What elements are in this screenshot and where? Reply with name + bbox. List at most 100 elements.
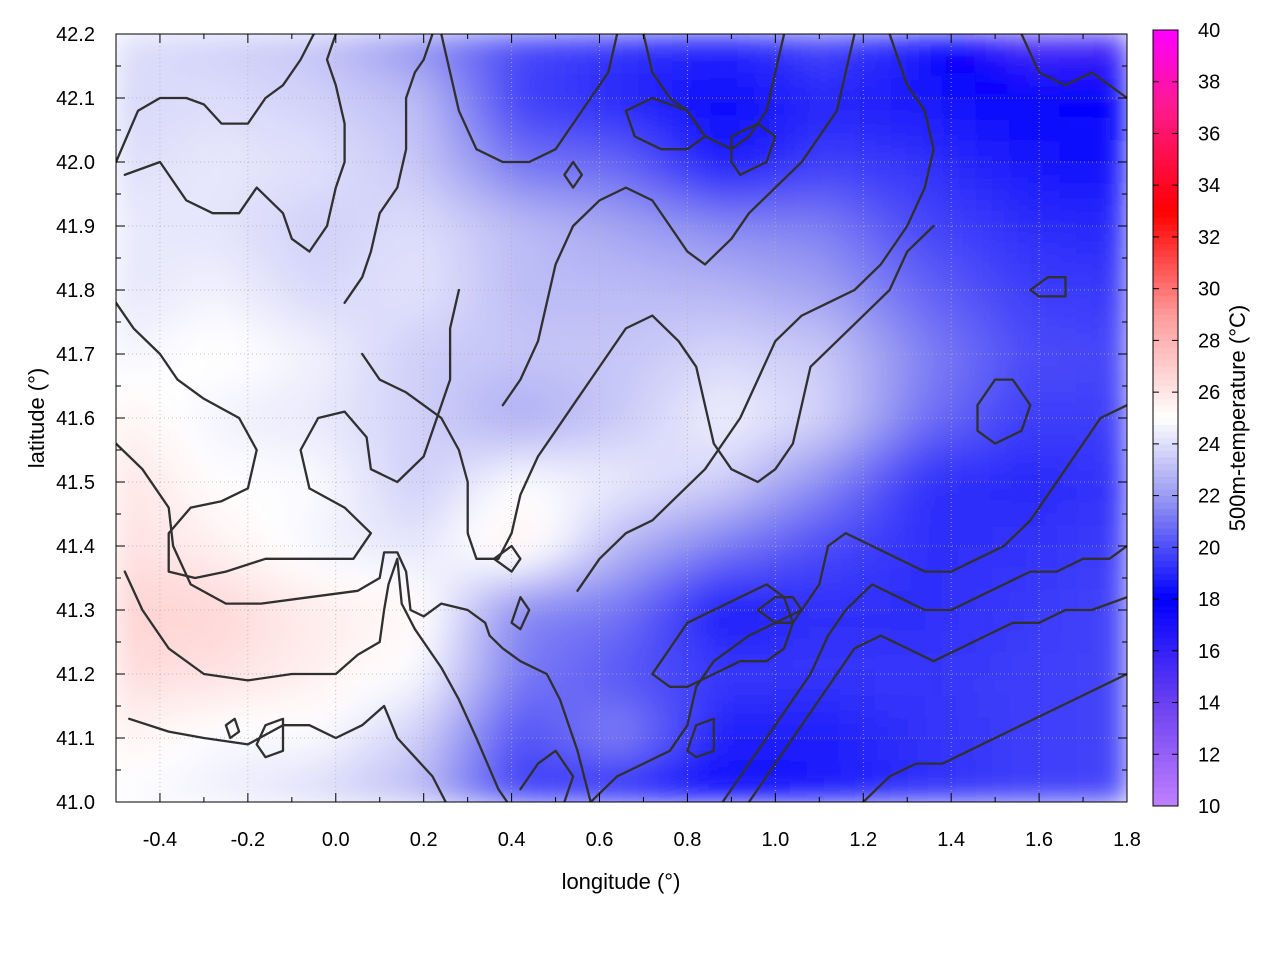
heat-cell: [537, 375, 555, 398]
heat-cell: [385, 780, 404, 802]
heat-cell: [790, 460, 808, 483]
heat-cell: [638, 738, 657, 761]
heat-cell: [891, 418, 909, 441]
heat-cell: [200, 162, 218, 185]
heat-cell: [790, 375, 808, 398]
heat-cell: [335, 418, 353, 441]
heat-cell: [790, 247, 808, 270]
heat-cell: [116, 247, 134, 270]
heat-cell: [655, 311, 673, 334]
heat-cell: [554, 418, 572, 441]
heat-cell: [958, 716, 977, 739]
heat-cell: [604, 98, 623, 121]
heat-cell: [891, 354, 909, 377]
heat-cell: [520, 55, 539, 78]
heat-cell: [756, 674, 774, 697]
heat-cell: [233, 119, 252, 142]
heat-cell: [1093, 290, 1111, 313]
heat-cell: [958, 204, 977, 227]
heat-cell: [874, 226, 892, 249]
heat-cell: [621, 204, 640, 227]
heat-cell: [503, 354, 522, 377]
x-axis-title: longitude (°): [562, 869, 681, 894]
heat-cell: [1076, 695, 1095, 718]
heat-cell: [739, 524, 758, 547]
heat-cell: [571, 34, 589, 57]
heat-cell: [217, 546, 235, 569]
heat-cell: [149, 759, 168, 782]
heat-cell: [436, 759, 454, 782]
heat-cell: [1076, 652, 1095, 675]
heat-cell: [183, 418, 202, 441]
heat-cell: [857, 482, 876, 505]
heat-cell: [233, 396, 252, 419]
heat-cell: [891, 183, 909, 206]
heat-cell: [284, 695, 303, 718]
heat-cell: [183, 439, 202, 462]
heat-cell: [200, 290, 218, 313]
heat-cell: [200, 268, 218, 291]
heat-cell: [520, 247, 539, 270]
heat-cell: [806, 183, 825, 206]
heat-cell: [351, 439, 370, 462]
heat-cell: [1110, 759, 1127, 782]
heat-cell: [318, 503, 336, 526]
heat-cell: [705, 183, 724, 206]
heat-cell: [604, 524, 623, 547]
heat-cell: [469, 418, 488, 441]
heat-cell: [233, 439, 252, 462]
heat-cell: [183, 652, 202, 675]
heat-cell: [975, 503, 994, 526]
heat-cell: [790, 588, 808, 611]
heat-cell: [469, 162, 488, 185]
heat-cell: [1025, 76, 1044, 99]
heat-cell: [857, 567, 876, 590]
heat-cell: [975, 738, 994, 761]
heat-cell: [116, 610, 134, 633]
heat-cell: [840, 162, 859, 185]
heat-cell: [571, 546, 589, 569]
heat-cell: [621, 76, 640, 99]
heat-cell: [419, 268, 437, 291]
heat-cell: [571, 652, 589, 675]
heat-cell: [250, 610, 269, 633]
heat-cell: [368, 652, 387, 675]
heat-cell: [1059, 759, 1078, 782]
heat-cell: [486, 375, 505, 398]
heat-cell: [1076, 332, 1095, 355]
heat-cell: [554, 567, 572, 590]
heat-cell: [233, 460, 252, 483]
heat-cell: [1059, 183, 1078, 206]
heat-cell: [756, 183, 774, 206]
heat-cell: [503, 311, 522, 334]
heat-cell: [992, 460, 1010, 483]
colorbar-cell: [1153, 301, 1178, 309]
heat-cell: [1059, 55, 1078, 78]
heat-cell: [284, 610, 303, 633]
heat-cell: [132, 34, 151, 57]
heat-cell: [756, 375, 774, 398]
heat-cell: [149, 738, 168, 761]
heat-cell: [1110, 332, 1127, 355]
heat-cell: [436, 652, 454, 675]
heat-cell: [992, 247, 1010, 270]
heat-cell: [655, 247, 673, 270]
heat-cell: [587, 354, 606, 377]
heat-cell: [436, 631, 454, 654]
heat-cell: [200, 354, 218, 377]
heat-cell: [739, 503, 758, 526]
heat-cell: [233, 738, 252, 761]
heat-cell: [132, 119, 151, 142]
heat-cell: [200, 780, 218, 802]
heat-cell: [250, 588, 269, 611]
heat-cell: [453, 716, 471, 739]
heat-cell: [840, 226, 859, 249]
heat-cell: [891, 524, 909, 547]
x-tick-label: 1.6: [1025, 829, 1053, 851]
heat-cell: [722, 204, 741, 227]
heat-cell: [1059, 524, 1078, 547]
heat-cell: [335, 780, 353, 802]
heat-cell: [891, 738, 909, 761]
heat-cell: [267, 610, 286, 633]
colorbar-cell: [1153, 482, 1178, 490]
